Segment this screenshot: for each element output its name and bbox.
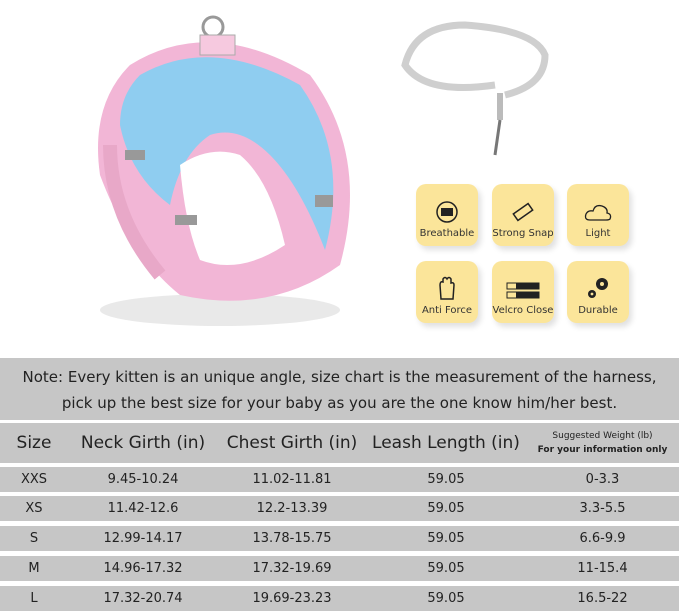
table-cell: 59.05: [427, 472, 465, 487]
feature-label: Light: [585, 228, 611, 239]
table-header: Size Neck Girth (in) Chest Girth (in) Le…: [0, 423, 679, 463]
table-cell: 59.05: [427, 531, 465, 546]
table-row: XXS 9.45-10.24 11.02-11.81 59.05 0-3.3: [0, 467, 679, 492]
table-cell: 6.6-9.9: [579, 531, 626, 546]
table-row: M 14.96-17.32 17.32-19.69 59.05 11-15.4: [0, 556, 679, 581]
breathable-icon: [436, 201, 458, 223]
header-neck: Neck Girth (in): [80, 433, 206, 453]
table-cell: 9.45-10.24: [107, 472, 179, 487]
header-leash: Leash Length (in): [372, 433, 520, 453]
feature-strong-snap: Strong Snap: [492, 184, 554, 246]
velcro-icon: [506, 282, 540, 299]
table-cell: S: [29, 531, 39, 546]
table-cell: 12.2-13.39: [256, 501, 328, 516]
table-cell: 11-15.4: [577, 561, 628, 576]
gears-icon: [588, 278, 608, 298]
feature-label: Anti Force: [421, 305, 473, 316]
size-note: Note: Every kitten is an unique angle, s…: [0, 358, 679, 420]
table-cell: 19.69-23.23: [252, 591, 332, 606]
table-cell: 12.99-14.17: [103, 531, 183, 546]
feature-durable: Durable: [567, 261, 629, 323]
feature-breathable: Breathable: [416, 184, 478, 246]
table-cell: 13.78-15.75: [252, 531, 332, 546]
header-chest: Chest Girth (in): [226, 433, 358, 453]
cloud-icon: [584, 204, 612, 221]
weight-header: Suggested Weight (lb): [552, 431, 653, 441]
header-weight: Suggested Weight (lb) For your informati…: [526, 429, 679, 457]
table-cell: 59.05: [427, 501, 465, 516]
table-cell: 59.05: [427, 561, 465, 576]
table-cell: 14.96-17.32: [103, 561, 183, 576]
feature-velcro-close: Velcro Close: [492, 261, 554, 323]
feature-label: Breathable: [419, 228, 475, 239]
table-cell: 11.42-12.6: [107, 501, 179, 516]
feature-light: Light: [567, 184, 629, 246]
table-cell: 17.32-19.69: [252, 561, 332, 576]
table-cell: XS: [25, 501, 43, 516]
table-cell: XXS: [20, 472, 48, 487]
feature-label: Strong Snap: [492, 228, 554, 239]
table-cell: 0-3.3: [585, 472, 620, 487]
table-cell: 11.02-11.81: [252, 472, 332, 487]
buckle-icon: [512, 202, 534, 222]
table-row: S 12.99-14.17 13.78-15.75 59.05 6.6-9.9: [0, 526, 679, 551]
feature-label: Velcro Close: [492, 305, 554, 316]
harness-image: [98, 15, 350, 326]
note-line-2: pick up the best size for your baby as y…: [61, 394, 618, 412]
feature-anti-force: Anti Force: [416, 261, 478, 323]
table-cell: 16.5-22: [577, 591, 628, 606]
table-row: XS 11.42-12.6 12.2-13.39 59.05 3.3-5.5: [0, 496, 679, 521]
table-cell: 59.05: [427, 591, 465, 606]
table-cell: L: [30, 591, 38, 606]
table-cell: 17.32-20.74: [103, 591, 183, 606]
table-row: L 17.32-20.74 19.69-23.23 59.05 16.5-22: [0, 586, 679, 611]
table-cell: 3.3-5.5: [579, 501, 626, 516]
leash-image: [401, 21, 549, 156]
note-line-1: Note: Every kitten is an unique angle, s…: [22, 368, 657, 386]
feature-label: Durable: [578, 305, 618, 316]
hand-icon: [439, 276, 455, 300]
weight-subheader: For your information only: [537, 445, 668, 455]
header-size: Size: [16, 433, 52, 453]
table-cell: M: [28, 561, 40, 576]
